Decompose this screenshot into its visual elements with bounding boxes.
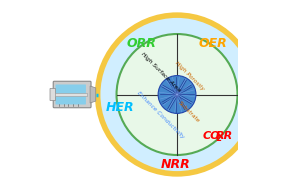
Circle shape <box>162 80 192 109</box>
Circle shape <box>166 84 188 105</box>
Text: CO: CO <box>202 131 220 141</box>
Circle shape <box>172 90 182 99</box>
Circle shape <box>160 78 194 111</box>
Text: HER: HER <box>106 101 135 114</box>
Text: 2: 2 <box>216 134 222 143</box>
Circle shape <box>176 94 178 95</box>
Circle shape <box>116 34 237 155</box>
FancyBboxPatch shape <box>55 84 86 105</box>
Text: Substrate: Substrate <box>178 100 201 123</box>
Circle shape <box>170 88 184 101</box>
Text: RR: RR <box>216 131 233 141</box>
Text: High Surface Area: High Surface Area <box>140 51 182 92</box>
Text: High Porosity: High Porosity <box>174 60 205 91</box>
Text: Enhance Conductivity: Enhance Conductivity <box>136 91 186 140</box>
Bar <box>55 93 87 96</box>
Circle shape <box>158 76 196 113</box>
FancyBboxPatch shape <box>53 81 91 108</box>
Circle shape <box>165 83 189 106</box>
Circle shape <box>168 86 186 103</box>
Circle shape <box>161 79 193 110</box>
Text: OER: OER <box>198 37 227 50</box>
Circle shape <box>158 76 196 113</box>
Circle shape <box>164 82 190 107</box>
Circle shape <box>98 15 257 174</box>
Circle shape <box>163 81 191 108</box>
Circle shape <box>167 84 187 105</box>
Circle shape <box>171 88 183 101</box>
FancyBboxPatch shape <box>50 88 55 101</box>
Circle shape <box>173 91 181 98</box>
Circle shape <box>175 92 179 97</box>
Text: ORR: ORR <box>126 37 156 50</box>
Circle shape <box>169 87 185 102</box>
Circle shape <box>159 77 195 112</box>
Polygon shape <box>90 86 96 103</box>
Circle shape <box>174 91 180 98</box>
Text: NRR: NRR <box>160 158 190 171</box>
